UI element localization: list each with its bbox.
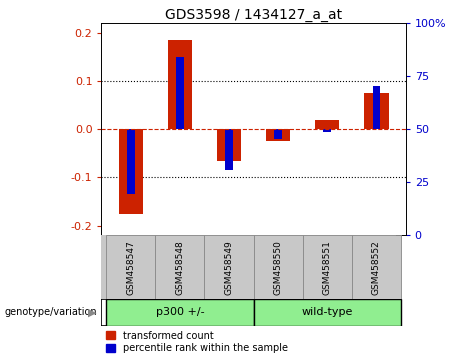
Text: genotype/variation: genotype/variation bbox=[5, 307, 97, 318]
Bar bbox=[127, 129, 135, 194]
Bar bbox=[266, 129, 290, 141]
Bar bbox=[254, 299, 401, 326]
Bar bbox=[302, 235, 352, 299]
Text: GSM458548: GSM458548 bbox=[176, 240, 184, 295]
Bar bbox=[274, 129, 282, 139]
Bar bbox=[176, 57, 183, 129]
Bar bbox=[118, 129, 143, 214]
Bar bbox=[106, 299, 254, 326]
Text: p300 +/-: p300 +/- bbox=[156, 307, 204, 318]
Text: ▶: ▶ bbox=[88, 307, 96, 318]
Bar bbox=[225, 129, 233, 170]
Text: GSM458547: GSM458547 bbox=[126, 240, 136, 295]
Bar bbox=[155, 235, 205, 299]
Title: GDS3598 / 1434127_a_at: GDS3598 / 1434127_a_at bbox=[165, 8, 342, 22]
Bar bbox=[315, 120, 339, 129]
Text: wild-type: wild-type bbox=[301, 307, 353, 318]
Text: GSM458549: GSM458549 bbox=[225, 240, 234, 295]
Bar bbox=[217, 129, 241, 161]
Bar bbox=[324, 129, 331, 132]
Text: GSM458552: GSM458552 bbox=[372, 240, 381, 295]
Bar bbox=[352, 235, 401, 299]
Bar bbox=[364, 93, 389, 129]
Bar bbox=[205, 235, 254, 299]
Legend: transformed count, percentile rank within the sample: transformed count, percentile rank withi… bbox=[106, 331, 288, 353]
Text: GSM458550: GSM458550 bbox=[273, 240, 283, 295]
Bar bbox=[254, 235, 302, 299]
Bar bbox=[168, 40, 192, 129]
Text: GSM458551: GSM458551 bbox=[323, 240, 331, 295]
Bar bbox=[372, 86, 380, 129]
Bar bbox=[106, 235, 155, 299]
